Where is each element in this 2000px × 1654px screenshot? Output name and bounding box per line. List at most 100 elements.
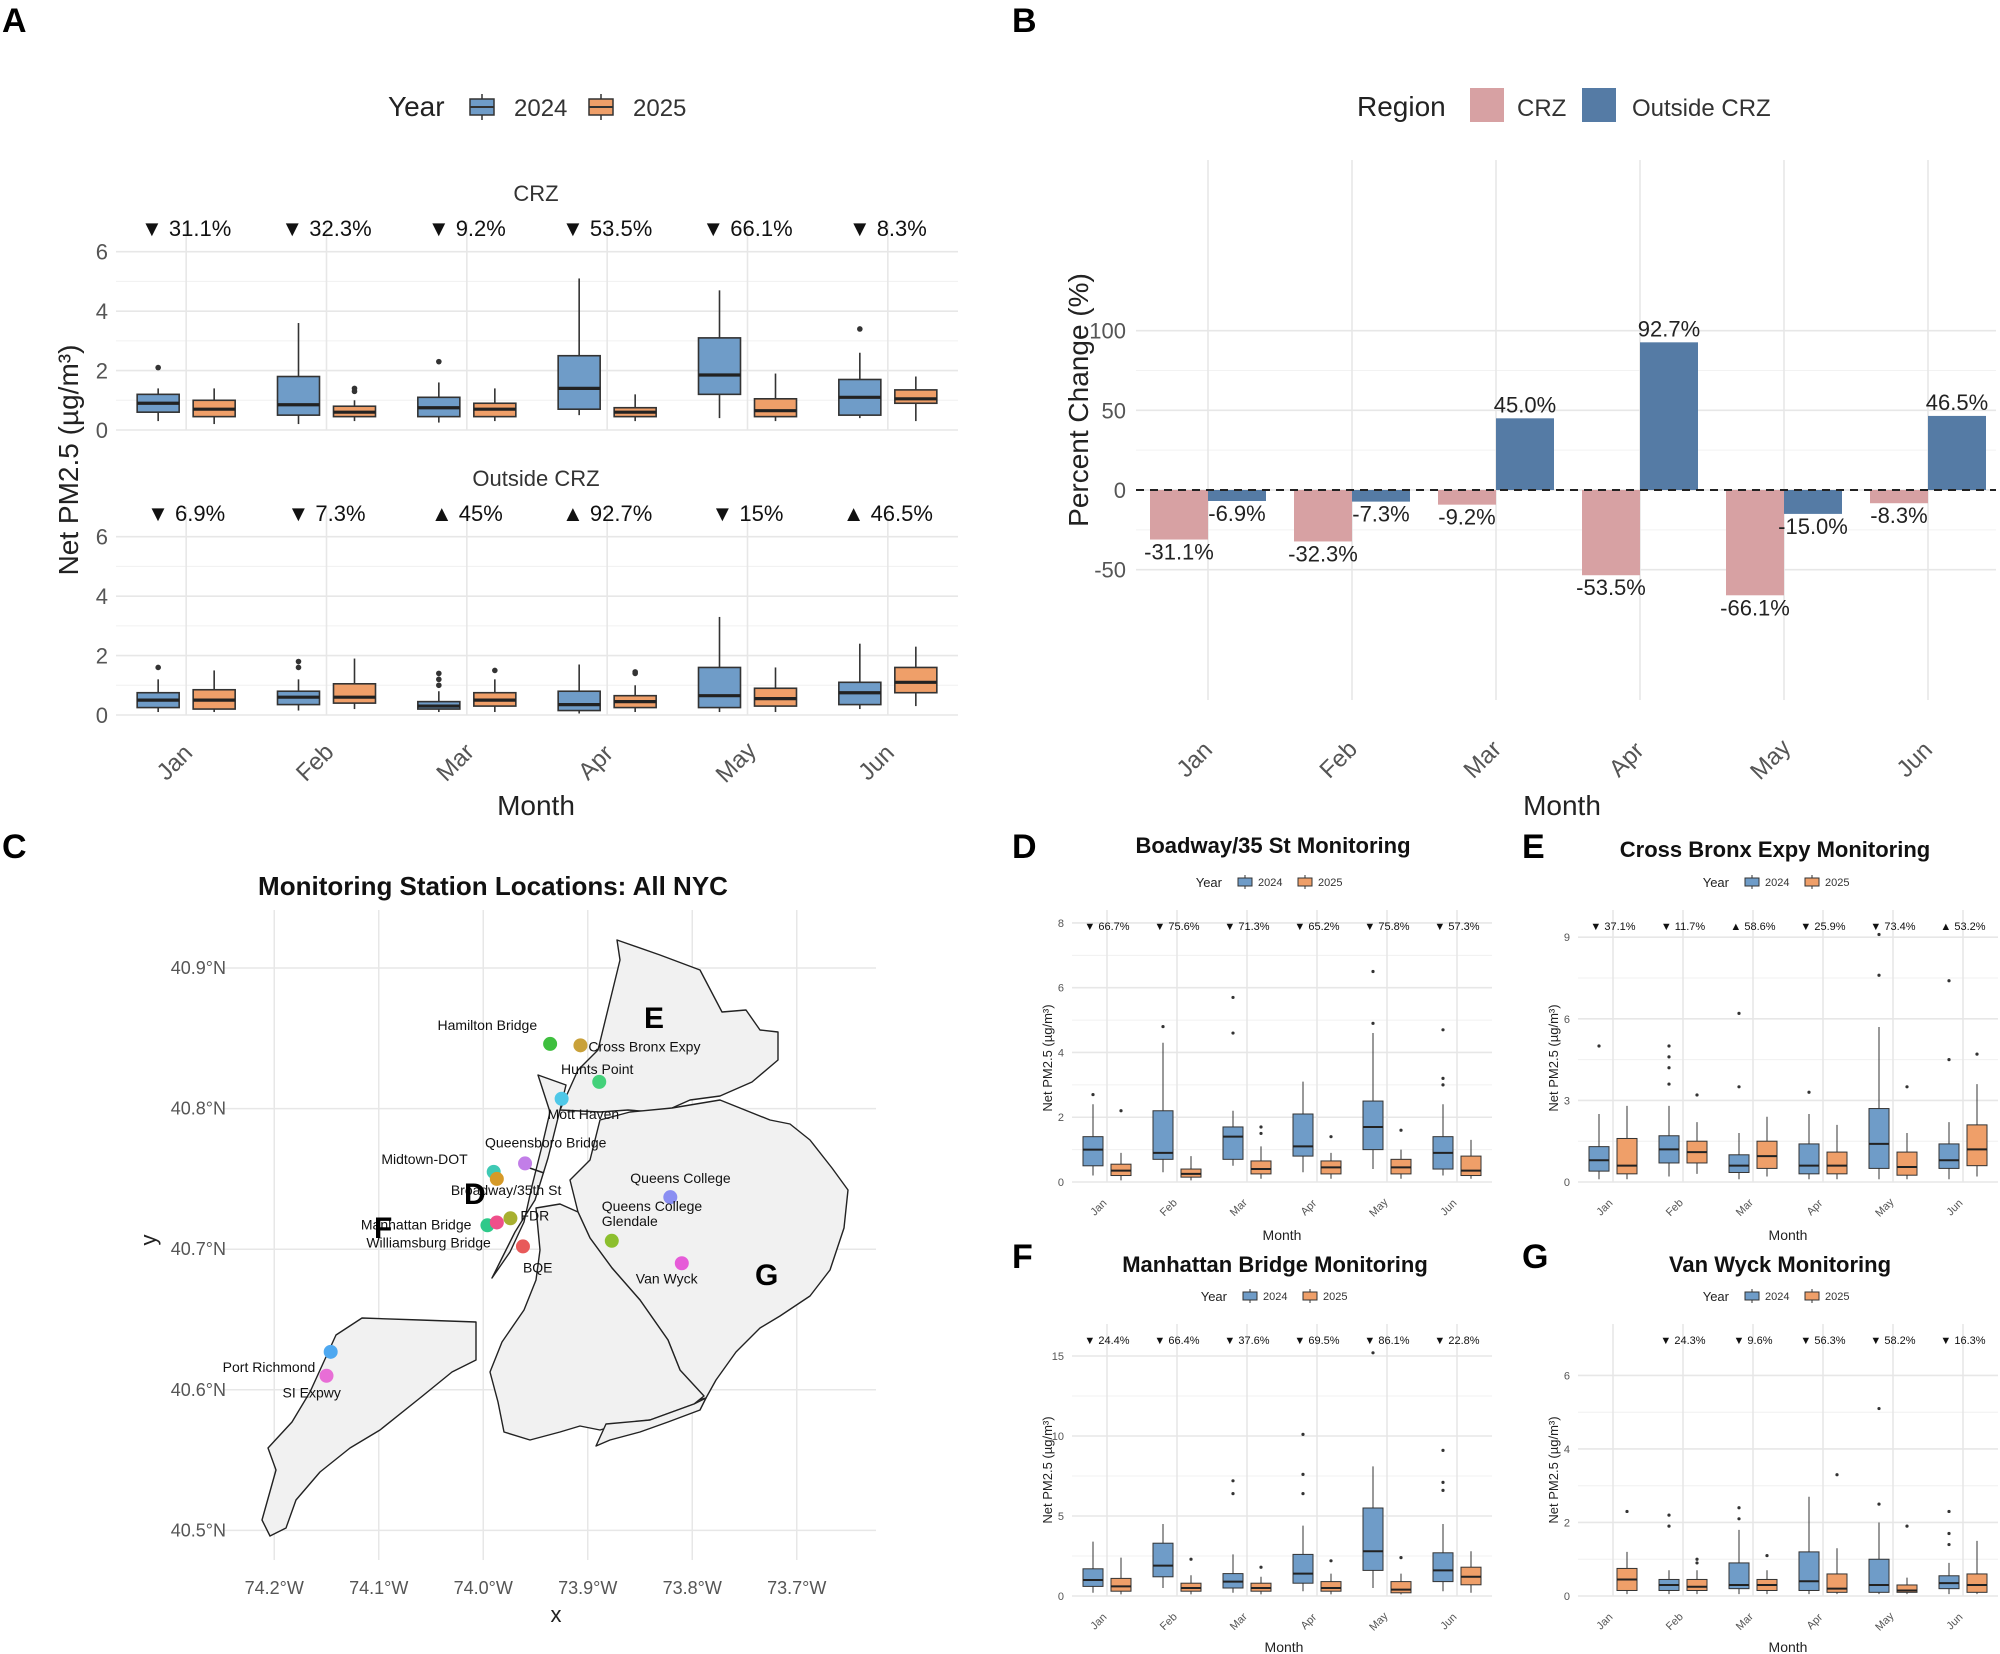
d-outlier: [1091, 1092, 1095, 1097]
a0-box-2025-Feb: [332, 385, 377, 422]
legend-key-2024: [469, 94, 495, 120]
b-xtick: Mar: [1459, 736, 1507, 784]
panel-f-plot: 0 5 10 15 ▼ 24.4% ▼ 66.4% ▼ 37.6% ▼ 69.5% ▼ 86.1…: [1052, 1324, 1492, 1633]
b-ytick: -50: [1094, 558, 1126, 583]
a1-xtick: Mar: [431, 739, 479, 787]
station-label: Williamsburg Bridge: [366, 1234, 491, 1250]
e-outlier: [1807, 1090, 1811, 1094]
panel-letter-b: B: [1012, 2, 1037, 40]
f-outlier: [1189, 1557, 1193, 1561]
b-data-label: -9.2%: [1438, 505, 1495, 530]
a0-box-2024-Mar: [417, 358, 461, 423]
a1-box-2024-May: [697, 616, 742, 713]
a1-outlier: [632, 669, 638, 675]
small-legend-title: Year: [1703, 875, 1730, 890]
e-xtick: Apr: [1805, 1197, 1826, 1218]
g-change-label: ▼ 16.3%: [1940, 1335, 1985, 1347]
f-outlier: [1259, 1565, 1263, 1569]
a0-box-2025-Jan: [192, 388, 236, 425]
small-legend-title: Year: [1703, 1289, 1730, 1304]
b-ytick: 100: [1089, 319, 1126, 344]
d-change-label: ▼ 66.7%: [1084, 921, 1129, 933]
panel-e-xlabel: Month: [1769, 1227, 1808, 1243]
a1-outlier: [436, 670, 442, 677]
b-bar-crz-Feb: [1294, 490, 1352, 542]
e-ytick: 6: [1564, 1014, 1570, 1026]
f-outlier: [1231, 1492, 1235, 1496]
a1-ytick: 4: [96, 584, 108, 609]
g-outlier: [1905, 1524, 1909, 1528]
panel-g: G Van Wyck Monitoring Year 2024 2025 0 2 4 6 ▼…: [1522, 1238, 1998, 1654]
panel-c: C Monitoring Station Locations: All NYC …: [2, 828, 876, 1627]
map-xtick: 73.9°W: [558, 1578, 617, 1598]
f-xtick: Feb: [1158, 1611, 1180, 1633]
panel-f: F Manhattan Bridge Monitoring Year 2024 20…: [1012, 1238, 1492, 1654]
b-ytick: 50: [1102, 398, 1126, 423]
d-outlier: [1399, 1128, 1403, 1132]
panel-letter-e: E: [1522, 828, 1545, 866]
g-xtick: Feb: [1664, 1611, 1686, 1633]
a1-grid: [116, 507, 958, 716]
e-outlier: [1597, 1044, 1601, 1048]
a0-ytick: 6: [96, 240, 108, 265]
f-change-label: ▼ 69.5%: [1294, 1335, 1339, 1347]
map-letter-d: D: [464, 1178, 486, 1211]
small-legend-label: 2025: [1318, 877, 1342, 889]
a1-outlier: [295, 658, 302, 665]
legend-label-2024: 2024: [514, 95, 567, 122]
station-marker: [592, 1074, 607, 1089]
b-xtick: Apr: [1604, 737, 1650, 783]
g-outlier: [1695, 1557, 1699, 1561]
panel-a-ylabel: Net PM2.5 (µg/m³): [53, 345, 84, 576]
station-marker: [319, 1368, 334, 1383]
a0-change-label: ▼ 66.1%: [702, 216, 792, 241]
d-outlier: [1371, 1021, 1375, 1025]
b-ytick: 0: [1114, 478, 1126, 503]
a0-box-2024-Jun: [838, 326, 882, 419]
station-label: FDR: [520, 1207, 549, 1223]
panel-d: D Boadway/35 St Monitoring Year 2024 2025 …: [1012, 828, 1492, 1243]
f-box-2024-Jun: [1432, 1448, 1454, 1592]
small-legend-title: Year: [1196, 875, 1223, 890]
f-outlier: [1441, 1448, 1445, 1452]
small-legend-key: [1302, 1291, 1318, 1301]
d-box-2024-May: [1362, 969, 1384, 1170]
e-box-iqr: [1966, 1124, 1988, 1167]
f-box-iqr: [1320, 1581, 1342, 1592]
d-ytick: 8: [1058, 918, 1064, 930]
f-xtick: Apr: [1299, 1611, 1320, 1632]
panel-b-xlabel: Month: [1523, 790, 1601, 821]
panel-d-ylabel: Net PM2.5 (µg/m³): [1040, 1004, 1055, 1111]
e-box-2024-Feb: [1658, 1044, 1680, 1177]
station-label: Port Richmond: [223, 1359, 316, 1375]
panel-b: B Region CRZ Outside CRZ 100 50 0 -50 -31.1%…: [1012, 2, 1996, 821]
e-outlier: [1877, 973, 1881, 977]
g-ytick: 0: [1564, 1591, 1570, 1603]
b-legend-title: Region: [1357, 91, 1446, 122]
panel-g-title: Van Wyck Monitoring: [1669, 1252, 1891, 1277]
station-label: Manhattan Bridge: [361, 1216, 472, 1232]
panel-e-legend: Year 2024 2025: [1703, 875, 1849, 890]
d-outlier: [1161, 1024, 1165, 1029]
station-marker: [663, 1190, 678, 1205]
b-legend-label-outside: Outside CRZ: [1632, 95, 1771, 122]
f-box-2025-Apr: [1320, 1559, 1342, 1595]
map-xlabel: x: [551, 1602, 562, 1627]
f-outlier: [1399, 1556, 1403, 1560]
station-marker: [503, 1211, 518, 1226]
g-change-label: ▼ 58.2%: [1870, 1335, 1915, 1347]
d-box-2024-Jan: [1082, 1092, 1104, 1176]
a0-outlier: [857, 326, 863, 332]
e-box-2024-Mar: [1728, 1011, 1750, 1180]
a0-ytick: 4: [96, 299, 108, 324]
f-change-label: ▼ 86.1%: [1364, 1335, 1409, 1347]
a0-box-2025-Apr: [613, 394, 657, 422]
a1-change-label: ▲ 46.5%: [843, 501, 933, 526]
f-change-label: ▼ 24.4%: [1084, 1335, 1129, 1347]
g-box-2024-Jun: [1938, 1509, 1960, 1595]
f-change-label: ▼ 37.6%: [1224, 1335, 1269, 1347]
panel-d-legend: Year 2024 2025: [1196, 875, 1342, 890]
e-box-iqr: [1728, 1154, 1750, 1173]
d-box-2024-Mar: [1222, 995, 1244, 1166]
e-change-label: ▼ 37.1%: [1590, 921, 1635, 933]
